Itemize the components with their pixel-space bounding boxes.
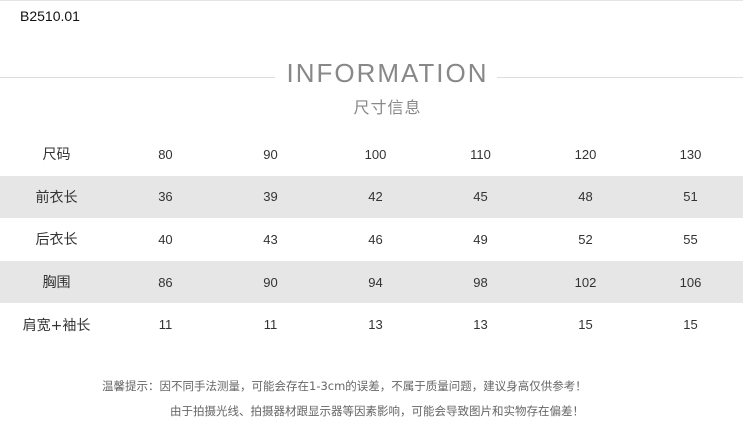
table-cell: 42 [368,189,383,205]
table-cell: 15 [578,317,593,333]
table-cell: 40 [158,231,173,247]
table-row: 肩宽+袖长 11 11 13 13 15 15 [0,303,743,346]
note-line-1: 温馨提示：因不同手法测量，可能会存在1-3cm的误差，不属于质量问题，建议身高仅… [102,379,587,393]
table-cell: 120 [574,146,597,162]
section-subtitle: 尺寸信息 [353,98,422,117]
table-cell: 90 [263,274,278,290]
table-cell: 130 [679,146,702,162]
table-row: 胸围 86 90 94 98 102 106 [0,260,743,304]
table-cell: 49 [473,231,488,247]
table-cell: 90 [263,146,278,162]
divider-left [0,77,275,78]
table-cell: 106 [679,274,702,290]
table-cell: 11 [263,317,278,333]
table-cell: 102 [574,274,597,290]
note-line-2: 由于拍摄光线、拍摄器材跟显示器等因素影响，可能会导致图片和实物存在偏差！ [170,404,584,418]
divider-right [497,77,743,78]
row-label: 前衣长 [35,189,78,206]
table-cell: 13 [473,317,488,333]
row-label: 肩宽+袖长 [22,317,91,334]
table-cell: 51 [683,189,698,205]
table-cell: 45 [473,189,488,205]
row-label: 后衣长 [35,232,78,249]
table-row: 后衣长 40 43 46 49 52 55 [0,218,743,261]
table-cell: 86 [158,274,173,290]
table-cell: 52 [578,231,593,247]
table-cell: 43 [263,231,278,247]
table-cell: 15 [683,317,698,333]
size-table: 尺码 80 90 100 110 120 130 前衣长 36 39 42 45 48 51 后衣长 40 43… [0,133,743,346]
table-cell: 11 [158,317,173,333]
row-label: 胸围 [42,275,71,292]
table-cell: 36 [158,189,173,205]
table-cell: 55 [683,231,698,247]
table-cell: 39 [263,189,278,205]
row-label: 尺码 [42,147,71,164]
section-title: INFORMATION [286,58,489,88]
table-cell: 110 [470,146,491,162]
table-row: 前衣长 36 39 42 45 48 51 [0,175,743,219]
table-cell: 100 [364,146,387,162]
table-cell: 13 [368,317,383,333]
table-cell: 80 [158,146,173,162]
table-row: 尺码 80 90 100 110 120 130 [0,133,743,176]
table-cell: 46 [368,231,383,247]
top-border [0,0,743,1]
table-cell: 98 [473,274,488,290]
table-cell: 48 [578,189,593,205]
product-code: B2510.01 [20,8,80,24]
table-cell: 94 [368,274,383,290]
